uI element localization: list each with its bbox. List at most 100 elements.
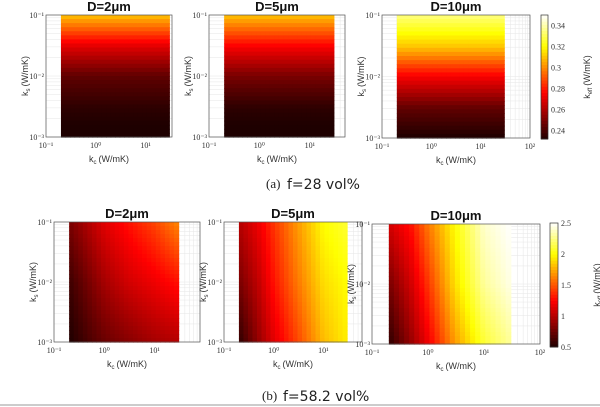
x-axis-label-subscript: c (112, 365, 115, 371)
heatmap-cell (342, 282, 348, 287)
heatmap-cell (505, 288, 512, 293)
heatmap-cell (256, 258, 263, 263)
heatmap-cell (459, 332, 466, 337)
heatmap-cell (146, 39, 152, 45)
heatmap-cell (174, 258, 180, 263)
heatmap-cell (434, 300, 441, 305)
heatmap-cell (410, 101, 416, 106)
heatmap-cell (293, 254, 299, 259)
heatmap-cell (396, 84, 402, 90)
heatmap-cell (459, 19, 465, 24)
heatmap-cell (119, 338, 125, 343)
heatmap-cell (437, 23, 443, 28)
heatmap-cell (269, 128, 276, 134)
heatmap-cell (423, 121, 429, 127)
heatmap-cell (288, 238, 294, 243)
heatmap-cell (505, 248, 512, 253)
heatmap-cell (505, 232, 512, 237)
heatmap-cell (242, 59, 248, 65)
heatmap-cell (82, 338, 88, 343)
heatmap-cell (310, 59, 317, 65)
heatmap-cell (490, 27, 496, 32)
heatmap-cell (324, 318, 330, 323)
heatmap-cell (224, 31, 230, 36)
heatmap-cell (481, 105, 487, 110)
heatmap-cell (278, 55, 285, 61)
heatmap-cell (88, 43, 94, 49)
heatmap-cell (92, 76, 98, 81)
heatmap-cell (306, 230, 312, 235)
heatmap-cell (446, 27, 452, 32)
heatmap-cell (495, 336, 502, 341)
heatmap-cell (311, 238, 317, 243)
heatmap-cell (455, 125, 461, 131)
heatmap-cell (243, 242, 249, 247)
heatmap-cell (69, 326, 75, 331)
heatmap-cell (495, 60, 501, 65)
heatmap-cell (274, 88, 280, 93)
heatmap-cell (87, 222, 93, 227)
heatmap-cell (288, 88, 294, 93)
heatmap-cell (419, 292, 425, 297)
heatmap-cell (450, 15, 456, 20)
heatmap-cell (274, 43, 280, 49)
heatmap-cell (97, 80, 103, 85)
heatmap-cell (101, 266, 107, 271)
heatmap-cell (142, 274, 148, 279)
heatmap-cell (270, 330, 276, 335)
heatmap-cell (315, 120, 321, 126)
heatmap-cell (155, 286, 161, 291)
heatmap-cell (432, 129, 438, 135)
heatmap-cell (247, 326, 254, 331)
heatmap-cell (472, 68, 478, 73)
heatmap-cell (87, 278, 93, 283)
heatmap-cell (261, 330, 267, 335)
heatmap-cell (414, 15, 420, 20)
heatmap-cell (269, 124, 276, 130)
heatmap-cell (169, 266, 175, 271)
heatmap-cell (424, 340, 431, 345)
heatmap-cell (302, 302, 308, 307)
heatmap-cell (155, 67, 161, 73)
heatmap-cell (297, 302, 303, 307)
heatmap-cell (169, 230, 175, 235)
heatmap-cell (292, 71, 298, 77)
heatmap-cell (324, 334, 330, 339)
heatmap-cell (106, 55, 112, 61)
heatmap-cell (252, 238, 258, 243)
heatmap-cell (256, 55, 262, 61)
y-axis-label-unit: (W/mK) (20, 56, 30, 87)
heatmap-cell (439, 244, 446, 249)
heatmap-cell (133, 15, 139, 20)
heatmap-cell (101, 124, 107, 130)
heatmap-cell (315, 278, 321, 283)
heatmap-cell (265, 310, 272, 315)
heatmap-cell (79, 67, 85, 73)
heatmap-cell (119, 330, 125, 335)
heatmap-cell (92, 128, 98, 134)
heatmap-cell (485, 244, 492, 249)
y-tick-label: 10⁻³ (29, 133, 44, 142)
heatmap-cell (92, 80, 98, 85)
heatmap-cell (128, 262, 134, 267)
heatmap-cell (155, 226, 161, 231)
heatmap-cell (401, 92, 407, 98)
heatmap-cell (65, 55, 71, 61)
heatmap-cell (288, 39, 294, 45)
heatmap-cell (429, 280, 436, 285)
heatmap-cell (320, 274, 326, 279)
heatmap-cell (455, 84, 461, 90)
heatmap-cell (119, 100, 125, 106)
heatmap-cell (124, 80, 130, 85)
heatmap-cell (224, 55, 230, 61)
heatmap-cell (87, 318, 93, 323)
heatmap-cell (79, 116, 85, 122)
heatmap-cell (306, 116, 312, 122)
heatmap-cell (265, 108, 271, 114)
heatmap-cell (419, 312, 425, 317)
heatmap-cell (396, 109, 402, 114)
heatmap-cell (142, 298, 148, 303)
heatmap-cell (101, 88, 107, 93)
heatmap-cell (288, 338, 294, 343)
y-axis-label: ks(W/mK) (20, 56, 32, 96)
